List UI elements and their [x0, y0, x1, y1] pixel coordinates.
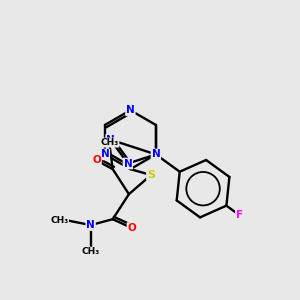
- Text: S: S: [147, 170, 155, 180]
- Text: N: N: [86, 220, 95, 230]
- Text: N: N: [106, 135, 115, 145]
- Text: N: N: [152, 149, 160, 159]
- Text: N: N: [124, 158, 132, 169]
- Text: CH₃: CH₃: [50, 216, 69, 225]
- Text: O: O: [128, 223, 136, 233]
- Text: N: N: [100, 149, 109, 159]
- Text: F: F: [236, 210, 243, 220]
- Text: CH₃: CH₃: [82, 247, 100, 256]
- Text: N: N: [126, 105, 135, 115]
- Text: CH₃: CH₃: [101, 138, 119, 147]
- Text: O: O: [92, 155, 101, 165]
